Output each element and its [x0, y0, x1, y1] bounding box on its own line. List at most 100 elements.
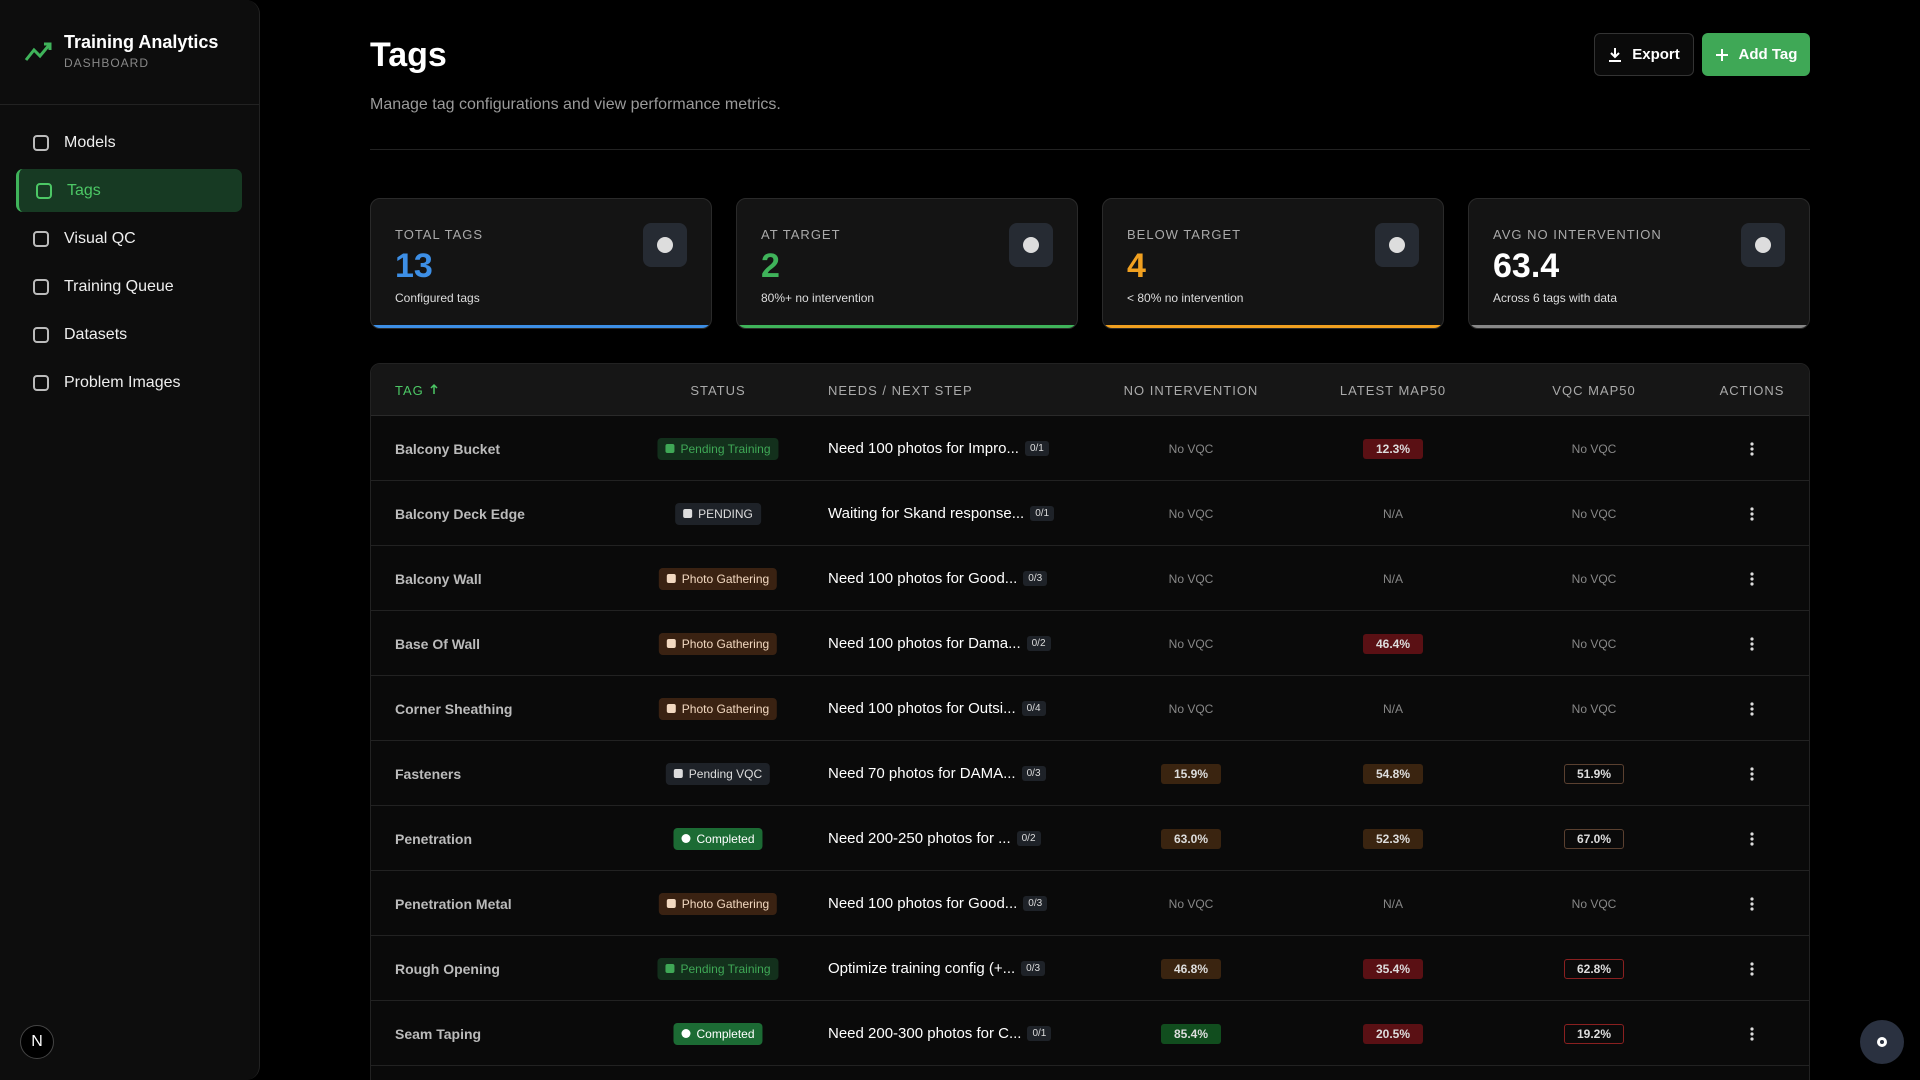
status-cell: Completed — [673, 806, 763, 871]
tag-cell: Penetration — [395, 830, 473, 847]
status-label: Completed — [696, 831, 755, 846]
nav-label: Visual QC — [64, 229, 136, 247]
actions-cell[interactable] — [1749, 871, 1755, 936]
column-header[interactable]: ACTIONS — [1719, 383, 1785, 398]
next-step: Optimize training config (+... — [828, 960, 1016, 977]
stat-value: 2 — [761, 247, 780, 285]
next-step: Need 100 photos for Good... — [828, 570, 1018, 587]
next-step: Need 70 photos for DAMA... — [828, 765, 1016, 782]
next-step-cell: Need 100 photos for Good... 0/3 — [828, 871, 1048, 936]
export-button[interactable]: Export — [1594, 33, 1694, 76]
actions-cell[interactable] — [1749, 611, 1755, 676]
nav-item[interactable]: Problem Images — [16, 361, 242, 404]
settings-button[interactable] — [1860, 1020, 1904, 1064]
actions-cell[interactable] — [1749, 546, 1755, 611]
accent-bar — [1103, 325, 1443, 328]
metric-pill: 20.5% — [1363, 1023, 1423, 1044]
stat-icon — [1375, 223, 1419, 267]
metric-empty: No VQC — [1168, 896, 1214, 911]
metric-cell: No VQC — [1572, 871, 1617, 936]
progress-badge: 0/3 — [1021, 961, 1046, 976]
metric-empty: No VQC — [1571, 896, 1617, 911]
table-row[interactable]: Balcony Bucket Pending Training Need 100 p… — [371, 416, 1809, 481]
actions-cell[interactable] — [1749, 741, 1755, 806]
nav-icon — [33, 231, 49, 247]
stat-card: AVG NO INTERVENTION 63.4 Across 6 tags wit… — [1468, 198, 1810, 329]
metric-cell: 52.3% — [1363, 806, 1423, 871]
more-icon — [1750, 701, 1754, 716]
stat-value: 13 — [395, 247, 433, 285]
tag-cell: Balcony Deck Edge — [395, 505, 525, 522]
status-cell: Photo Gathering — [658, 546, 778, 611]
table-row[interactable]: Rough Opening Pending Training Optimize tr… — [371, 936, 1809, 1001]
nav-item[interactable]: Models — [16, 121, 242, 164]
button-label: Export — [1632, 46, 1680, 63]
stat-value: 4 — [1127, 247, 1146, 285]
column-header[interactable]: TAG — [395, 383, 441, 398]
table-row[interactable]: Balcony Wall Photo Gathering Need 100 phot… — [371, 546, 1809, 611]
status-icon — [665, 444, 675, 453]
table-row[interactable]: Balcony Deck Edge PENDING Waiting for Skan… — [371, 481, 1809, 546]
metric-pill: 35.4% — [1363, 958, 1423, 979]
nav-label: Models — [64, 133, 116, 151]
tag-cell: Balcony Bucket — [395, 440, 501, 457]
brand-sub: DASHBOARD — [64, 56, 150, 70]
column-header[interactable]: NO INTERVENTION — [1123, 383, 1259, 398]
next-step-cell: Optimize training config (+... 0/3 — [828, 936, 1046, 1001]
column-header[interactable]: LATEST MAP50 — [1339, 383, 1447, 398]
actions-cell[interactable] — [1749, 676, 1755, 741]
metric-empty: No VQC — [1571, 571, 1617, 586]
status-cell: Photo Gathering — [658, 611, 778, 676]
table-row[interactable]: Penetration Completed Need 200-250 photos … — [371, 806, 1809, 871]
tag-cell: Base Of Wall — [395, 635, 481, 652]
status-label: Pending VQC — [688, 766, 763, 781]
table-row[interactable]: Base Of Wall Photo Gathering Need 100 phot… — [371, 611, 1809, 676]
actions-cell[interactable] — [1749, 806, 1755, 871]
status-label: Photo Gathering — [681, 636, 770, 651]
metric-cell: No VQC — [1572, 546, 1617, 611]
nav-item[interactable]: Datasets — [16, 313, 242, 356]
stat-note: Across 6 tags with data — [1493, 291, 1618, 305]
nav-item[interactable]: Visual QC — [16, 217, 242, 260]
metric-cell: 67.0% — [1564, 806, 1624, 871]
metric-cell: No VQC — [1169, 481, 1214, 546]
nav-label: Training Queue — [64, 277, 174, 295]
status-icon — [666, 639, 676, 648]
column-header[interactable]: NEEDS / NEXT STEP — [828, 383, 973, 398]
nav-item[interactable]: Training Queue — [16, 265, 242, 308]
status-cell: Photo Gathering — [658, 871, 778, 936]
add-tag-button[interactable]: Add Tag — [1702, 33, 1810, 76]
tags-table: TAG STATUS NEEDS / NEXT STEP NO INTERVENTIO… — [370, 363, 1810, 1080]
table-row[interactable]: Seam Taping Completed Need 200-300 photos … — [371, 1001, 1809, 1066]
metric-cell: N/A — [1383, 676, 1403, 741]
metric-empty: No VQC — [1571, 701, 1617, 716]
next-step: Need 100 photos for Dama... — [828, 635, 1021, 652]
metric-empty: N/A — [1382, 896, 1404, 911]
metric-cell: 85.4% — [1161, 1001, 1221, 1066]
metric-cell: N/A — [1383, 546, 1403, 611]
metric-empty: No VQC — [1168, 571, 1214, 586]
tag-cell: Seam Taping — [395, 1025, 482, 1042]
status-label: Pending Training — [680, 961, 771, 976]
status-label: PENDING — [698, 506, 753, 521]
metric-cell: No VQC — [1169, 676, 1214, 741]
stat-icon — [1009, 223, 1053, 267]
actions-cell[interactable] — [1749, 1001, 1755, 1066]
actions-cell[interactable] — [1749, 481, 1755, 546]
tag-cell: Fasteners — [395, 765, 462, 782]
next-step-cell: Need 100 photos for Impro... 0/1 — [828, 416, 1049, 481]
nav-item[interactable]: Tags — [16, 169, 242, 212]
table-row[interactable]: Corner Sheathing Photo Gathering Need 100 … — [371, 676, 1809, 741]
avatar[interactable]: N — [20, 1025, 54, 1059]
actions-cell[interactable] — [1749, 936, 1755, 1001]
metric-pill: 62.8% — [1564, 958, 1624, 979]
actions-cell[interactable] — [1749, 416, 1755, 481]
table-row[interactable]: Penetration Metal Photo Gathering Need 100… — [371, 871, 1809, 936]
brand: Training Analytics — [64, 32, 219, 52]
table-row[interactable]: Fasteners Pending VQC Need 70 photos for D… — [371, 741, 1809, 806]
column-header[interactable]: STATUS — [690, 383, 746, 398]
tag-cell: Rough Opening — [395, 960, 500, 977]
metric-empty: N/A — [1382, 701, 1404, 716]
column-header[interactable]: VQC MAP50 — [1552, 383, 1636, 398]
status-cell: Photo Gathering — [658, 676, 778, 741]
